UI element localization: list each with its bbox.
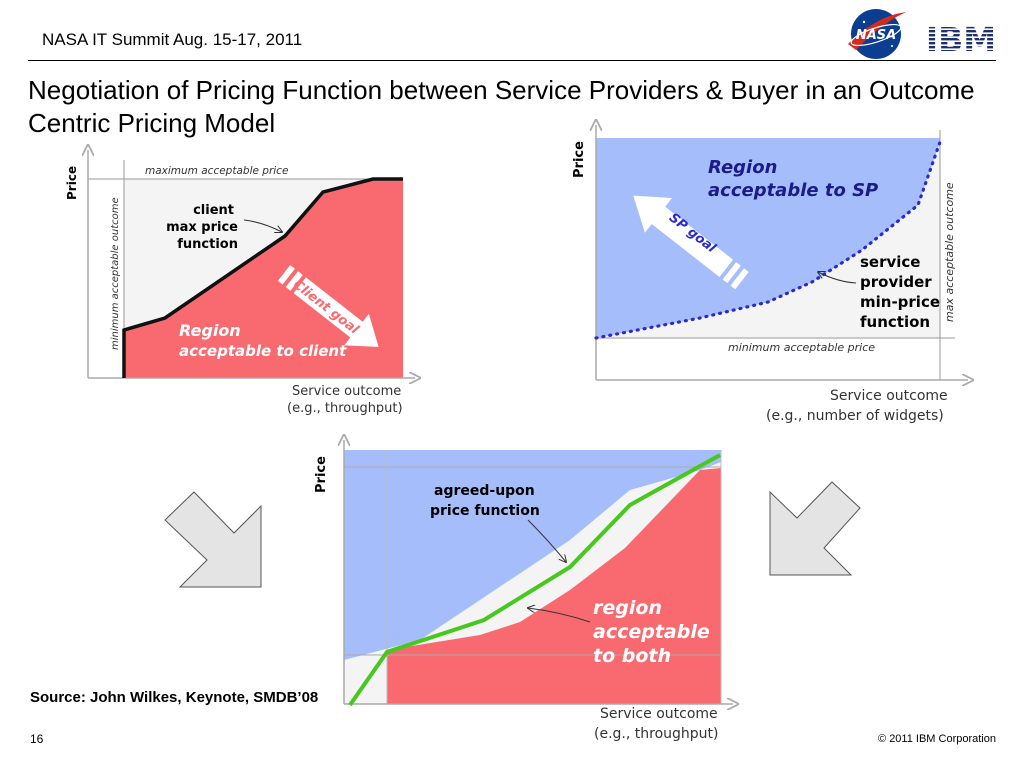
both-region-label-1: region bbox=[593, 597, 662, 619]
slide-title: Negotiation of Pricing Function between … bbox=[28, 75, 975, 138]
both-x-label-1: Service outcome bbox=[600, 706, 718, 722]
svg-text:NASA: NASA bbox=[856, 28, 896, 43]
page-number: 16 bbox=[30, 732, 44, 746]
sp-annotation-2: provider bbox=[860, 273, 932, 291]
ibm-logo: IBM bbox=[926, 22, 996, 54]
sp-x-label-1: Service outcome bbox=[830, 388, 948, 404]
client-annotation-3: function bbox=[177, 237, 238, 252]
sp-max-outcome-label: max acceptable outcome bbox=[943, 182, 956, 322]
both-sp-region bbox=[344, 450, 721, 660]
sp-annotation-3: min-price bbox=[860, 293, 940, 311]
header-rule bbox=[28, 60, 996, 61]
diagram-sp: Price Region acceptable to SP SP goal se… bbox=[572, 125, 968, 424]
both-client-region bbox=[387, 468, 721, 704]
diagram-both: Price agreed-upon price function region … bbox=[314, 440, 733, 742]
right-down-arrow-icon bbox=[769, 481, 861, 576]
client-annotation-arrow bbox=[243, 219, 282, 232]
client-annotation-1: client bbox=[193, 203, 234, 218]
agreed-price-function bbox=[348, 453, 721, 707]
sp-region-label-1: Region bbox=[708, 157, 777, 178]
sp-x-label-2: (e.g., number of widgets) bbox=[766, 408, 944, 424]
svg-text:IBM: IBM bbox=[926, 22, 996, 54]
both-annotation-arrow bbox=[527, 519, 566, 562]
sp-annotation-arrow bbox=[818, 272, 857, 284]
client-min-outcome-label: minimum acceptable outcome bbox=[110, 197, 121, 350]
sp-annotation-1: service bbox=[860, 253, 920, 271]
sp-min-price-function bbox=[594, 140, 942, 340]
client-y-label: Price bbox=[65, 166, 79, 200]
client-max-price-function bbox=[122, 177, 403, 378]
client-region bbox=[124, 179, 403, 378]
both-y-label: Price bbox=[314, 456, 329, 493]
sp-goal-arrow bbox=[633, 195, 749, 290]
both-annotation-1: agreed-upon bbox=[434, 483, 535, 499]
both-region-label-3: to both bbox=[593, 645, 671, 667]
left-down-arrow-icon bbox=[164, 491, 262, 588]
client-x-label-2: (e.g., throughput) bbox=[287, 401, 403, 416]
sp-region bbox=[596, 138, 940, 338]
nasa-logo: NASA bbox=[848, 9, 906, 59]
copyright: © 2011 IBM Corporation bbox=[878, 733, 996, 745]
client-annotation-2: max price bbox=[166, 220, 238, 235]
diagram-client: Price maximum acceptable price minimum a… bbox=[65, 150, 415, 416]
source-citation: Source: John Wilkes, Keynote, SMDB’08 bbox=[30, 689, 319, 706]
sp-region-label-2: acceptable to SP bbox=[708, 180, 878, 201]
both-annotation-2: price function bbox=[430, 503, 540, 519]
client-region-label-2: acceptable to client bbox=[179, 342, 347, 360]
client-max-price-label: maximum acceptable price bbox=[145, 165, 288, 177]
both-region-arrow bbox=[528, 608, 591, 623]
header-event: NASA IT Summit Aug. 15-17, 2011 bbox=[42, 30, 303, 49]
both-region-label-2: acceptable bbox=[593, 621, 710, 643]
sp-annotation-4: function bbox=[860, 313, 930, 331]
sp-min-price-label: minimum acceptable price bbox=[728, 341, 875, 354]
client-region-label-1: Region bbox=[179, 321, 241, 340]
sp-y-label: Price bbox=[572, 141, 587, 178]
both-x-label-2: (e.g., throughput) bbox=[594, 726, 718, 742]
client-x-label-1: Service outcome bbox=[292, 384, 401, 399]
